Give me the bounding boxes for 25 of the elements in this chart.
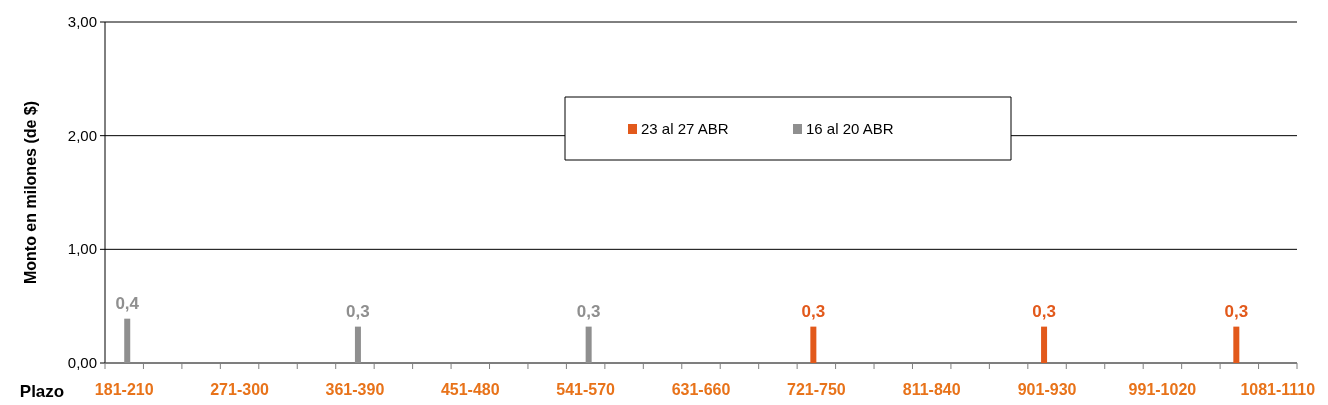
x-tick-label: 991-1020 (1128, 381, 1197, 398)
x-tick-label: 1081-1110 (1240, 381, 1316, 398)
y-tick-label: 0,00 (67, 354, 97, 371)
x-tick-label: 721-750 (787, 381, 846, 398)
y-axis-title: Monto en milones (de $) (22, 100, 39, 285)
y-tick-label: 2,00 (67, 126, 97, 144)
x-tick-label: 811-840 (902, 381, 961, 398)
data-label: 0,3 (346, 301, 370, 321)
y-tick-label: 3,00 (67, 13, 97, 30)
data-label: 0,3 (1224, 301, 1249, 321)
x-tick-label: 451-480 (440, 381, 500, 398)
data-label: 0,3 (1032, 301, 1056, 321)
legend-label: 16 al 20 ABR (806, 120, 894, 137)
y-tick-label: 1,00 (67, 240, 97, 258)
data-label: 0,3 (801, 301, 826, 321)
x-tick-label: 361-390 (325, 381, 385, 398)
x-tick-label: 541-570 (556, 381, 616, 398)
x-axis-title: Plazo (19, 382, 65, 401)
x-tick-label: 181-210 (94, 381, 154, 398)
data-label: 0,3 (576, 301, 601, 321)
legend-label: 23 al 27 ABR (641, 120, 729, 137)
x-tick-label: 901-930 (1017, 381, 1077, 398)
data-label: 0,4 (115, 293, 140, 313)
x-tick-label: 271-300 (210, 381, 270, 398)
x-tick-label: 631-660 (671, 381, 731, 398)
